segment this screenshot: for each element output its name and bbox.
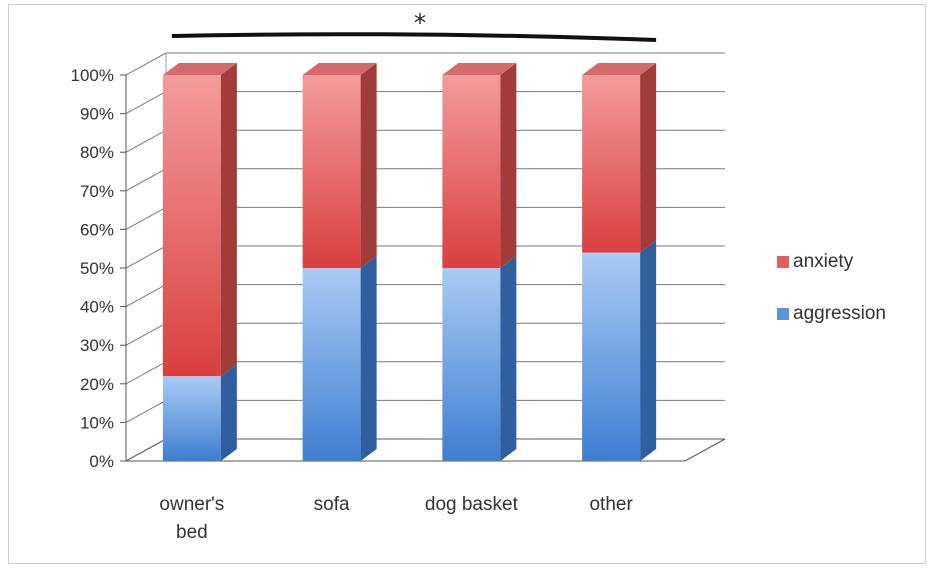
- bar-side-aggression: [360, 256, 377, 461]
- bar-aggression: [162, 376, 221, 461]
- bar-anxiety: [442, 75, 501, 268]
- bar-anxiety: [162, 75, 221, 377]
- x-category-label: other: [589, 494, 633, 515]
- bar-top-anxiety: [582, 63, 657, 75]
- bar-side-anxiety: [500, 63, 517, 268]
- bar-side-anxiety: [220, 63, 237, 377]
- gridline-diagonal: [125, 399, 167, 423]
- bar-aggression: [302, 268, 361, 461]
- bar-top-anxiety: [302, 63, 377, 75]
- bar-anxiety: [302, 75, 361, 268]
- bar-aggression: [442, 268, 501, 461]
- gridline-diagonal: [125, 168, 167, 192]
- legend: anxiety aggression: [777, 251, 886, 324]
- y-tick-label: 0%: [89, 452, 114, 471]
- gridline-diagonal: [125, 129, 167, 153]
- bar-side-aggression: [500, 256, 517, 461]
- gridline-diagonal: [125, 245, 167, 269]
- y-tick-label: 20%: [80, 375, 114, 394]
- bar-top-anxiety: [162, 63, 237, 75]
- bar-side-anxiety: [640, 63, 657, 253]
- chart-svg: 0% 10% 20% 30% 40% 50% 60% 70% 80% 90% 100% owner's…: [71, 9, 886, 543]
- bars: [162, 63, 657, 461]
- y-tick-label: 90%: [80, 105, 114, 124]
- bar-side-aggression: [640, 240, 657, 461]
- y-tick-label: 40%: [80, 298, 114, 317]
- gridline-diagonal: [125, 206, 167, 230]
- gridline-diagonal: [125, 91, 167, 115]
- gridline-diagonal: [125, 361, 167, 385]
- significance-star: *: [414, 9, 426, 37]
- bar-aggression: [582, 252, 641, 461]
- y-tick-label: 50%: [80, 259, 114, 278]
- y-tick-label: 30%: [80, 336, 114, 355]
- x-category-label: dog basket: [425, 494, 519, 515]
- gridline-diagonal: [125, 52, 167, 76]
- y-tick-label: 10%: [80, 413, 114, 432]
- y-tick-label: 80%: [80, 143, 114, 162]
- significance-annotation: *: [171, 9, 657, 42]
- legend-label-anxiety: anxiety: [793, 251, 854, 272]
- gridline-diagonal: [125, 322, 167, 346]
- significance-bar: [171, 32, 657, 42]
- chart-frame: 0% 10% 20% 30% 40% 50% 60% 70% 80% 90% 100% owner's…: [8, 4, 926, 564]
- y-tick-label: 100%: [71, 66, 114, 85]
- legend-swatch-anxiety: [777, 256, 789, 268]
- x-category-label: sofa: [314, 494, 350, 515]
- bar-top-anxiety: [442, 63, 517, 75]
- axis-labels: 0% 10% 20% 30% 40% 50% 60% 70% 80% 90% 100% owner's…: [71, 66, 634, 543]
- bar-side-anxiety: [360, 63, 377, 268]
- legend-swatch-aggression: [777, 308, 789, 320]
- bar-anxiety: [582, 75, 641, 253]
- x-category-label: owner's bed: [159, 494, 224, 543]
- bar-side-aggression: [220, 364, 237, 461]
- y-tick-label: 70%: [80, 182, 114, 201]
- gridline-diagonal: [125, 284, 167, 308]
- y-tick-label: 60%: [80, 220, 114, 239]
- legend-label-aggression: aggression: [793, 303, 886, 324]
